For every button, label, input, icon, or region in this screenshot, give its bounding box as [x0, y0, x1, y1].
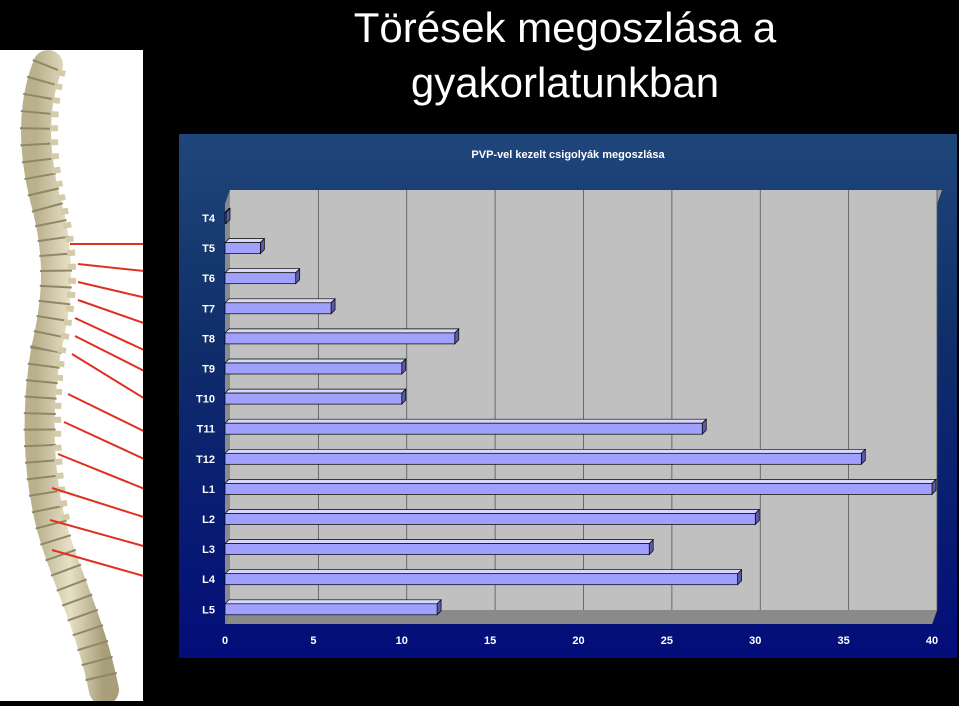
bar-top-face [224, 539, 655, 544]
bar-top-face [224, 388, 407, 394]
x-tick-label: 30 [749, 635, 761, 647]
bar-top-face [224, 569, 743, 575]
bar-front-face [224, 543, 650, 555]
bar-top-face [224, 238, 266, 243]
bar-top-face [224, 599, 442, 605]
bar-top-face [224, 298, 336, 304]
y-tick-label: T11 [197, 424, 215, 436]
bar-front-face [224, 212, 227, 224]
y-tick-label: L4 [202, 574, 216, 586]
bar-T12 [224, 448, 867, 466]
chart-panel: PVP-vel kezelt csigolyák megoszlása T4 T5… [179, 134, 957, 658]
pointer-line [71, 353, 169, 414]
spine-illustration-panel [0, 50, 173, 705]
x-tick-label: 5 [310, 635, 316, 647]
y-tick-label: L2 [202, 514, 215, 526]
bar-chart: T4 T5 T6 T7 T8 T9 T10 T11 T12 L1 L2 L3 L4 L5 0 5 10 15 20… [196, 190, 942, 647]
bar-L5 [224, 598, 442, 616]
y-tick-label: T7 [202, 303, 215, 315]
x-tick-label: 0 [222, 635, 228, 647]
y-tick-label: T5 [202, 243, 215, 255]
x-tick-label: 40 [926, 635, 938, 647]
bar-L4 [224, 568, 743, 586]
slide-title: Törések megoszlása a gyakorlatunkban [220, 0, 910, 110]
x-tick-label: 25 [661, 635, 673, 647]
bar-front-face [224, 452, 862, 465]
bar-top-face [224, 448, 867, 454]
bars [224, 207, 937, 616]
bar-T11 [224, 418, 708, 436]
y-axis-labels: T4 T5 T6 T7 T8 T9 T10 T11 T12 L1 L2 L3 L4 L5 [196, 213, 216, 616]
x-tick-label: 10 [396, 635, 408, 647]
y-tick-label: T12 [196, 454, 215, 466]
spinous-processes [50, 68, 76, 521]
bar-T9 [224, 358, 407, 375]
bar-front-face [224, 362, 403, 375]
bar-front-face [224, 573, 738, 586]
chart-title: PVP-vel kezelt csigolyák megoszlása [471, 149, 665, 161]
bar-top-face [224, 479, 937, 484]
y-tick-label: T4 [202, 213, 216, 225]
spine-column [20, 50, 119, 705]
bar-T4 [224, 207, 231, 225]
x-axis-labels: 0 5 10 15 20 25 30 35 40 [222, 635, 938, 647]
bar-front-face [224, 513, 756, 525]
x-tick-label: 20 [572, 635, 584, 647]
bar-L3 [224, 538, 655, 556]
pointer-line [63, 421, 169, 471]
bar-T8 [224, 328, 460, 345]
y-tick-label: L3 [202, 544, 215, 556]
y-tick-label: T9 [202, 364, 215, 376]
bar-T5 [224, 237, 266, 255]
pointer-line [67, 393, 169, 444]
y-tick-label: L1 [202, 484, 215, 496]
slide-title-line-2: gyakorlatunkban [410, 59, 720, 106]
bar-front-face [224, 422, 703, 435]
bar-front-face [224, 242, 261, 254]
pointer-line [77, 299, 173, 334]
bar-top-face [224, 328, 460, 334]
slide-title-line-1: Törések megoszlása a [353, 4, 777, 51]
bar-T10 [224, 388, 407, 405]
y-tick-label: T10 [196, 394, 215, 406]
y-tick-label: T8 [202, 333, 215, 345]
bar-L2 [224, 508, 761, 526]
bar-front-face [224, 392, 403, 405]
y-tick-label: L5 [202, 604, 215, 616]
bar-T6 [224, 267, 301, 285]
x-tick-label: 35 [838, 635, 850, 647]
bar-L1 [224, 478, 937, 496]
bar-top-face [224, 358, 407, 364]
bar-top-face [224, 509, 761, 514]
bar-top-face [224, 268, 301, 274]
pointer-line [77, 263, 173, 275]
bar-front-face [224, 483, 933, 495]
bar-T7 [224, 297, 336, 315]
plot-left-wall [225, 190, 230, 624]
spine-illustration [19, 50, 173, 705]
bar-front-face [224, 332, 456, 345]
x-tick-label: 15 [484, 635, 496, 647]
y-tick-label: T6 [202, 273, 215, 285]
bar-front-face [224, 603, 438, 616]
bar-front-face [224, 272, 297, 285]
bar-top-face [224, 418, 708, 424]
pointer-line [77, 281, 173, 305]
bar-front-face [224, 302, 332, 315]
